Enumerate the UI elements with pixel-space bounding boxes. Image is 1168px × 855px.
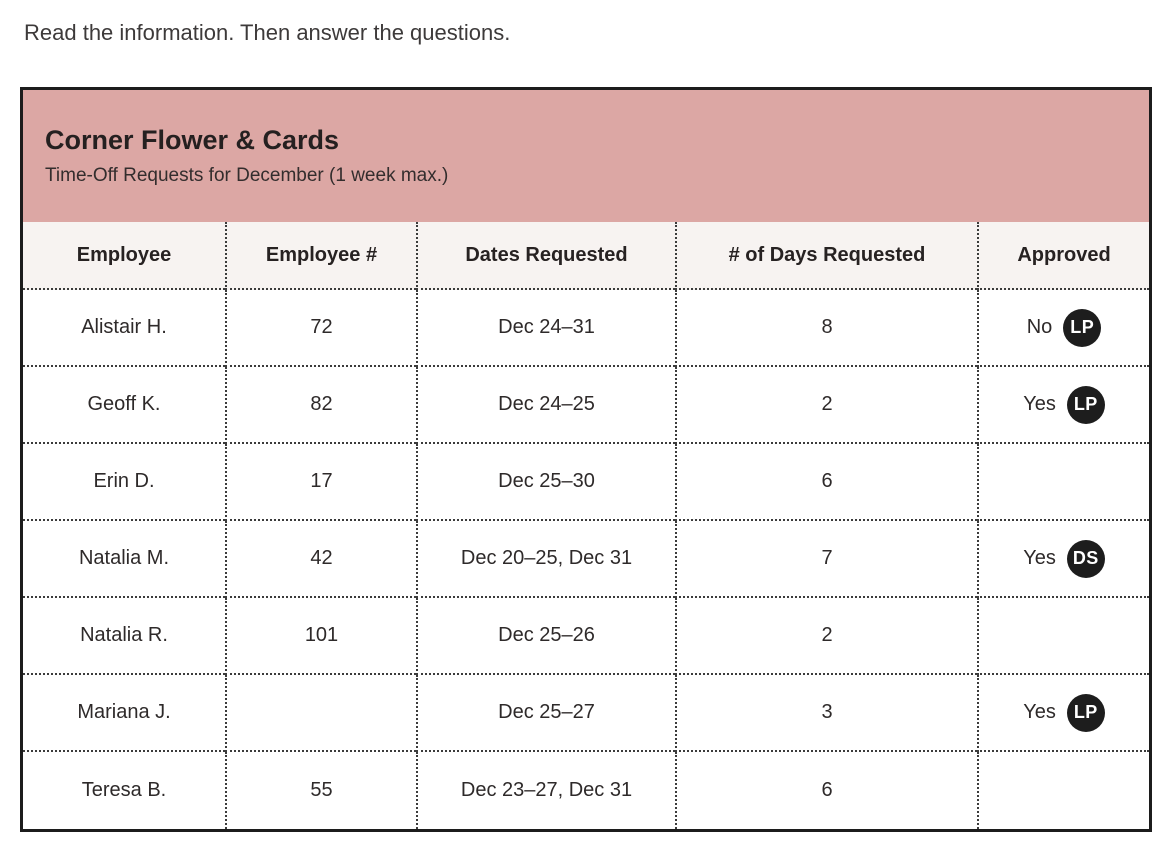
employee-number: 42	[225, 521, 416, 598]
dates-requested: Dec 25–26	[416, 598, 675, 675]
card-subtitle: Time-Off Requests for December (1 week m…	[45, 165, 449, 186]
days-requested: 7	[675, 521, 977, 598]
initials-badge: DS	[1066, 539, 1105, 578]
approved-cell: Yes LP	[977, 367, 1150, 444]
table-row: Mariana J. Dec 25–27 3 Yes LP	[23, 675, 1150, 752]
days-requested: 6	[675, 752, 977, 829]
employee-name: Erin D.	[23, 444, 225, 521]
approved-value: Yes	[1023, 701, 1056, 723]
table-row: Teresa B. 55 Dec 23–27, Dec 31 6	[23, 752, 1150, 829]
approved-value: Yes	[1023, 547, 1056, 569]
column-header-days-requested: # of Days Requested	[675, 222, 977, 290]
dates-requested: Dec 23–27, Dec 31	[416, 752, 675, 829]
approved-cell	[977, 752, 1150, 829]
dates-requested: Dec 20–25, Dec 31	[416, 521, 675, 598]
table-row: Geoff K. 82 Dec 24–25 2 Yes LP	[23, 367, 1150, 444]
column-header-employee: Employee	[23, 222, 225, 290]
column-header-dates-requested: Dates Requested	[416, 222, 675, 290]
days-requested: 2	[675, 598, 977, 675]
initials-badge: LP	[1063, 308, 1102, 347]
table-row: Alistair H. 72 Dec 24–31 8 No LP	[23, 290, 1150, 367]
table-banner: Corner Flower & Cards Time-Off Requests …	[23, 90, 1150, 222]
days-requested: 6	[675, 444, 977, 521]
table-row: Erin D. 17 Dec 25–30 6	[23, 444, 1150, 521]
employee-number: 101	[225, 598, 416, 675]
dates-requested: Dec 25–30	[416, 444, 675, 521]
approved-value: No	[1026, 316, 1053, 338]
card-title: Corner Flower & Cards	[45, 125, 340, 155]
employee-number: 72	[225, 290, 416, 367]
employee-number: 17	[225, 444, 416, 521]
employee-name: Geoff K.	[23, 367, 225, 444]
initials-badge: LP	[1066, 385, 1105, 424]
days-requested: 2	[675, 367, 977, 444]
timeoff-request-table: Corner Flower & Cards Time-Off Requests …	[20, 87, 1153, 832]
approved-cell: Yes DS	[977, 521, 1150, 598]
initials-badge: LP	[1066, 693, 1105, 732]
employee-number: 55	[225, 752, 416, 829]
approved-cell: Yes LP	[977, 675, 1150, 752]
employee-name: Natalia M.	[23, 521, 225, 598]
employee-name: Teresa B.	[23, 752, 225, 829]
column-header-employee-number: Employee #	[225, 222, 416, 290]
employee-name: Natalia R.	[23, 598, 225, 675]
table-row: Natalia M. 42 Dec 20–25, Dec 31 7 Yes DS	[23, 521, 1150, 598]
dates-requested: Dec 25–27	[416, 675, 675, 752]
dates-requested: Dec 24–31	[416, 290, 675, 367]
instruction-text: Read the information. Then answer the qu…	[24, 20, 511, 45]
employee-number: 82	[225, 367, 416, 444]
days-requested: 8	[675, 290, 977, 367]
approved-cell	[977, 444, 1150, 521]
dates-requested: Dec 24–25	[416, 367, 675, 444]
employee-number	[225, 675, 416, 752]
column-header-approved: Approved	[977, 222, 1150, 290]
approved-value: Yes	[1023, 393, 1056, 415]
column-header-row: Employee Employee # Dates Requested # of…	[23, 222, 1150, 290]
employee-name: Alistair H.	[23, 290, 225, 367]
approved-cell	[977, 598, 1150, 675]
table-banner-row: Corner Flower & Cards Time-Off Requests …	[23, 90, 1150, 222]
approved-cell: No LP	[977, 290, 1150, 367]
employee-name: Mariana J.	[23, 675, 225, 752]
days-requested: 3	[675, 675, 977, 752]
table-row: Natalia R. 101 Dec 25–26 2	[23, 598, 1150, 675]
